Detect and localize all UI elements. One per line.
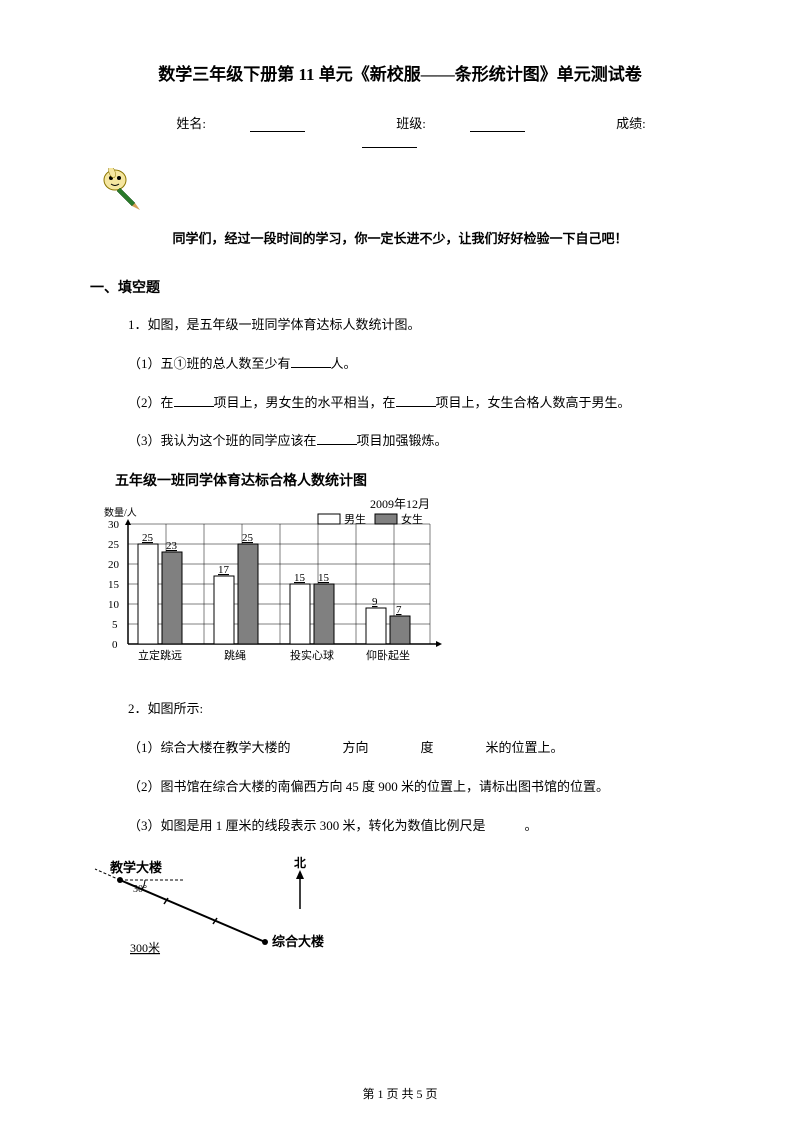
direction-diagram: 北 教学大楼 30° 综合大楼 300米	[90, 854, 710, 979]
question-2-sub-2: （2）图书馆在综合大楼的南偏西方向 45 度 900 米的位置上，请标出图书馆的…	[128, 777, 710, 798]
name-field: 姓名:	[154, 116, 327, 131]
question-1-sub-2: （2）在项目上，男女生的水平相当，在项目上，女生合格人数高于男生。	[128, 393, 710, 414]
svg-text:综合大楼: 综合大楼	[272, 934, 324, 949]
question-1-sub-1: （1）五①班的总人数至少有人。	[128, 354, 710, 375]
svg-text:5: 5	[112, 619, 118, 631]
svg-text:15: 15	[318, 572, 330, 584]
svg-text:立定跳远: 立定跳远	[138, 648, 182, 662]
chart-title: 五年级一班同学体育达标合格人数统计图	[115, 470, 710, 490]
svg-text:0: 0	[112, 639, 118, 651]
svg-text:7: 7	[396, 604, 402, 616]
svg-text:20: 20	[108, 559, 120, 571]
page-title: 数学三年级下册第 11 单元《新校服——条形统计图》单元测试卷	[90, 60, 710, 85]
question-1: 1．如图，是五年级一班同学体育达标人数统计图。	[128, 315, 710, 336]
section-1-title: 一、填空题	[90, 277, 710, 297]
svg-text:300米: 300米	[130, 941, 160, 955]
svg-text:跳绳: 跳绳	[224, 648, 246, 662]
page-footer: 第 1 页 共 5 页	[0, 1085, 800, 1102]
bar-chart: 五年级一班同学体育达标合格人数统计图 2009年12月 男生 女生 数量/人 0	[90, 470, 710, 679]
svg-text:数量/人: 数量/人	[104, 506, 137, 519]
encouragement-text: 同学们，经过一段时间的学习，你一定长进不少，让我们好好检验一下自己吧！	[90, 228, 710, 247]
svg-text:北: 北	[294, 855, 306, 870]
svg-text:25: 25	[142, 532, 154, 544]
question-2-sub-3: （3）如图是用 1 厘米的线段表示 300 米，转化为数值比例尺是 。	[128, 816, 710, 837]
svg-text:17: 17	[218, 564, 230, 576]
header-info: 姓名: 班级: 成绩:	[90, 113, 710, 148]
question-2: 2．如图所示:	[128, 699, 710, 720]
svg-text:30: 30	[108, 519, 120, 531]
svg-text:仰卧起坐: 仰卧起坐	[366, 648, 410, 662]
svg-text:25: 25	[242, 532, 254, 544]
pencil-icon	[100, 168, 710, 218]
question-1-sub-3: （3）我认为这个班的同学应该在项目加强锻炼。	[128, 431, 710, 452]
class-field: 班级:	[374, 116, 547, 131]
svg-text:23: 23	[166, 540, 178, 552]
chart-date-text: 2009年12月	[370, 497, 430, 511]
svg-text:15: 15	[108, 579, 120, 591]
question-2-sub-1: （1）综合大楼在教学大楼的 方向 度 米的位置上。	[128, 738, 710, 759]
svg-text:25: 25	[108, 539, 120, 551]
svg-text:教学大楼: 教学大楼	[109, 860, 162, 875]
svg-text:9: 9	[372, 596, 378, 608]
svg-text:30°: 30°	[133, 884, 147, 895]
svg-text:15: 15	[294, 572, 306, 584]
svg-text:10: 10	[108, 599, 120, 611]
svg-text:投实心球: 投实心球	[290, 648, 334, 662]
